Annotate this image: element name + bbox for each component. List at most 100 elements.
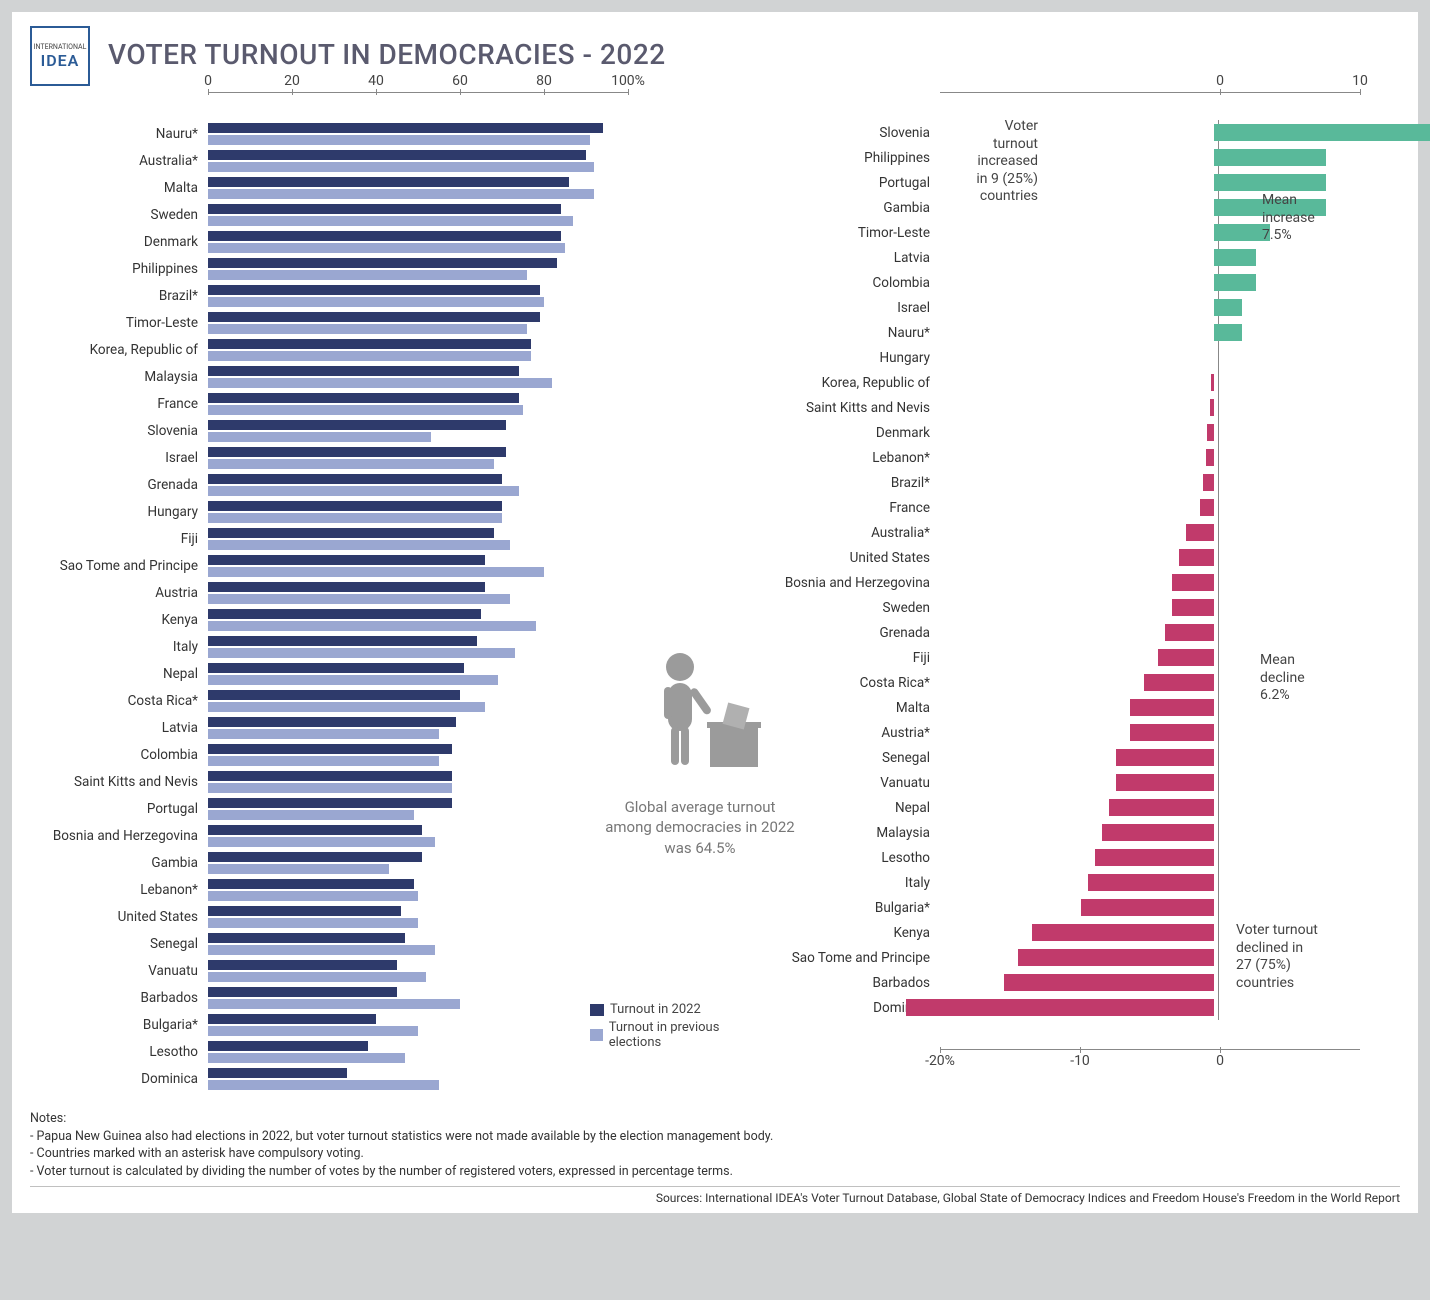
country-label: Lebanon* [770, 450, 934, 466]
change-row: Latvia [770, 245, 1370, 270]
country-label: Portugal [770, 175, 934, 191]
country-label: Israel [770, 300, 934, 316]
country-label: Portugal [30, 801, 202, 817]
bar-turnout-prev [208, 162, 594, 172]
country-label: Costa Rica* [30, 693, 202, 709]
change-row: Saint Kitts and Nevis [770, 395, 1370, 420]
country-label: Italy [30, 639, 202, 655]
bar-turnout-prev [208, 243, 565, 253]
bar-turnout-prev [208, 702, 485, 712]
bar-turnout-2022 [208, 285, 540, 295]
turnout-row: Australia* [30, 147, 760, 174]
bar-turnout-2022 [208, 825, 422, 835]
country-label: Senegal [30, 936, 202, 952]
country-label: Lesotho [30, 1044, 202, 1060]
turnout-row: Israel [30, 444, 760, 471]
legend-label: Turnout in previous elections [609, 1020, 760, 1050]
bar-turnout-prev [208, 486, 519, 496]
bar-decrease [1206, 449, 1214, 466]
page-title: VOTER TURNOUT IN DEMOCRACIES - 2022 [108, 26, 666, 71]
bar-turnout-prev [208, 756, 439, 766]
country-label: Korea, Republic of [770, 375, 934, 391]
country-label: Denmark [770, 425, 934, 441]
bar-turnout-prev [208, 540, 510, 550]
country-label: Philippines [770, 150, 934, 166]
axis-tick-label: 0 [1216, 1053, 1224, 1069]
anno-decline-summary: Voter turnoutdeclined in27 (75%)countrie… [1236, 922, 1318, 992]
axis-tick-label: 10 [1352, 73, 1368, 89]
bar-turnout-2022 [208, 231, 561, 241]
bar-increase [1214, 124, 1430, 141]
bar-turnout-2022 [208, 339, 531, 349]
bar-increase [1214, 274, 1256, 291]
bar-turnout-2022 [208, 393, 519, 403]
bar-turnout-2022 [208, 987, 397, 997]
axis-tick-label: 100% [611, 73, 645, 89]
country-label: United States [30, 909, 202, 925]
bar-turnout-prev [208, 216, 573, 226]
right-x-axis-top: 01020% [940, 92, 1360, 120]
bar-turnout-2022 [208, 852, 422, 862]
country-label: Austria [30, 585, 202, 601]
country-label: Israel [30, 450, 202, 466]
country-label: Kenya [30, 612, 202, 628]
change-row: Grenada [770, 620, 1370, 645]
turnout-row: Timor-Leste [30, 309, 760, 336]
bar-turnout-prev [208, 999, 460, 1009]
bar-turnout-2022 [208, 447, 506, 457]
country-label: Malaysia [30, 369, 202, 385]
bar-turnout-prev [208, 432, 431, 442]
bar-decrease [1109, 799, 1214, 816]
turnout-row: Brazil* [30, 282, 760, 309]
bar-turnout-2022 [208, 690, 460, 700]
country-label: Sao Tome and Principe [30, 558, 202, 574]
change-row: Senegal [770, 745, 1370, 770]
bar-turnout-2022 [208, 204, 561, 214]
country-label: Austria* [770, 725, 934, 741]
country-label: Malaysia [770, 825, 934, 841]
legend: Turnout in 2022 Turnout in previous elec… [590, 1002, 760, 1053]
turnout-row: Kenya [30, 606, 760, 633]
legend-item: Turnout in 2022 [590, 1002, 760, 1017]
anno-mean-increase: Meanincrease7.5% [1262, 192, 1315, 245]
bar-turnout-prev [208, 648, 515, 658]
turnout-row: Philippines [30, 255, 760, 282]
bar-turnout-prev [208, 135, 590, 145]
notes-line: - Countries marked with an asterisk have… [30, 1145, 1400, 1163]
bar-turnout-2022 [208, 501, 502, 511]
left-x-axis: 020406080100% [208, 92, 628, 120]
country-label: Hungary [30, 504, 202, 520]
anno-mean-decline: Meandecline6.2% [1260, 652, 1305, 705]
bar-turnout-2022 [208, 258, 557, 268]
bar-turnout-2022 [208, 312, 540, 322]
country-label: Grenada [770, 625, 934, 641]
country-label: Latvia [770, 250, 934, 266]
bar-increase [1214, 249, 1256, 266]
country-label: Kenya [770, 925, 934, 941]
change-row: Austria* [770, 720, 1370, 745]
notes-line: - Voter turnout is calculated by dividin… [30, 1163, 1400, 1181]
bar-turnout-prev [208, 351, 531, 361]
header: INTERNATIONAL IDEA VOTER TURNOUT IN DEMO… [30, 26, 1400, 86]
change-row: Hungary [770, 345, 1370, 370]
country-label: Barbados [30, 990, 202, 1006]
country-label: Bulgaria* [770, 900, 934, 916]
change-row: Slovenia [770, 120, 1370, 145]
logo-tagline: INTERNATIONAL [34, 43, 87, 51]
change-row: Philippines [770, 145, 1370, 170]
axis-tick-label: 0 [204, 73, 212, 89]
right-x-axis-bottom: -20%-100 [940, 1024, 1360, 1050]
change-row: Sweden [770, 595, 1370, 620]
turnout-row: Dominica [30, 1065, 760, 1092]
bar-turnout-2022 [208, 879, 414, 889]
change-row: Malaysia [770, 820, 1370, 845]
legend-label: Turnout in 2022 [610, 1002, 701, 1017]
bar-turnout-prev [208, 675, 498, 685]
change-row: Nauru* [770, 320, 1370, 345]
country-label: Nepal [770, 800, 934, 816]
change-row: Denmark [770, 420, 1370, 445]
bar-turnout-prev [208, 1053, 405, 1063]
bar-decrease [1211, 374, 1214, 391]
country-label: Vanuatu [30, 963, 202, 979]
bar-decrease [1207, 424, 1214, 441]
